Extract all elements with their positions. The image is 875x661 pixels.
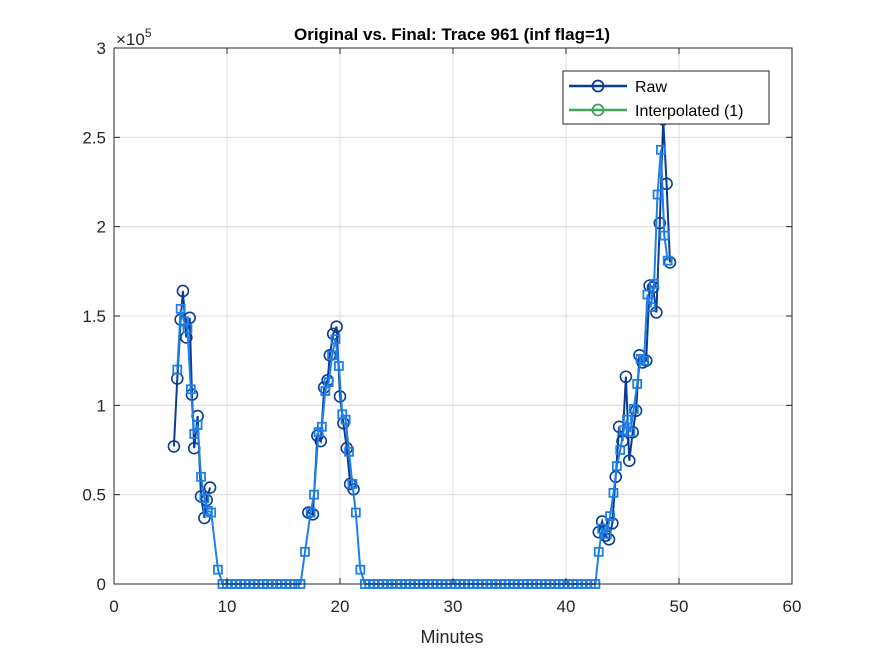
x-tick-label: 30 (444, 597, 463, 616)
axes: 0 10 20 30 40 50 60 0 0.5 1 1.5 2 2.5 3 (82, 39, 801, 616)
svg-text:×105: ×105 (116, 26, 152, 49)
final-point (642, 289, 653, 300)
legend-swatch-marker (591, 79, 605, 93)
final-point (344, 446, 354, 457)
raw-point (330, 320, 343, 334)
final-point (639, 355, 649, 366)
final-point (300, 546, 310, 557)
legend: Raw Interpolated (1) (562, 70, 770, 125)
y-tick-label: 1 (97, 396, 106, 415)
raw-point (167, 440, 181, 453)
x-tick-label: 0 (109, 597, 118, 616)
final-point (632, 378, 643, 389)
final-point (656, 144, 666, 155)
raw-point (602, 533, 616, 546)
final-point (659, 230, 670, 241)
raw-point (653, 216, 667, 230)
final-point (189, 429, 200, 439)
y-exponent-base: ×10 (116, 30, 145, 49)
y-tick-label: 0.5 (82, 486, 106, 505)
final-point (206, 507, 217, 518)
final-point (593, 546, 604, 557)
final-point (333, 361, 344, 371)
final-point (615, 445, 626, 455)
final-point (662, 255, 673, 266)
x-tick-label: 50 (670, 597, 689, 616)
final-point (611, 461, 622, 471)
final-point (185, 384, 196, 395)
final-point (182, 323, 193, 334)
chart-title: Original vs. Final: Trace 961 (inf flag=… (294, 25, 610, 44)
final-point (172, 364, 183, 375)
y-tick-label: 1.5 (82, 307, 106, 326)
x-axis-label: Minutes (420, 627, 483, 647)
final-point (327, 350, 337, 361)
final-point (320, 386, 331, 396)
raw-point (650, 306, 663, 319)
grid-lines (114, 48, 792, 584)
final-point (317, 421, 327, 432)
final-point (652, 189, 663, 200)
x-tick-label: 60 (783, 597, 802, 616)
final-point (347, 479, 358, 489)
final-point (601, 529, 612, 539)
final-point (625, 427, 636, 438)
y-tick-label: 2.5 (82, 128, 106, 147)
final-point (213, 564, 223, 575)
final-point (350, 507, 361, 518)
x-tick-label: 20 (331, 597, 350, 616)
final-point (355, 564, 366, 575)
raw-point (326, 327, 340, 341)
raw-point (606, 516, 619, 530)
final-point (608, 487, 619, 498)
legend-label: Raw (635, 79, 667, 96)
final-point (628, 404, 639, 414)
final-point (649, 278, 660, 289)
final-point (196, 471, 206, 482)
final-point (605, 511, 615, 522)
final-point (340, 414, 351, 425)
final-point (309, 489, 319, 500)
legend-label: Interpolated (1) (635, 103, 744, 120)
final-point (645, 302, 656, 312)
x-tick-label: 10 (218, 597, 237, 616)
y-tick-label: 3 (97, 39, 106, 58)
final-point (618, 425, 629, 436)
final-point (192, 420, 203, 430)
final-point (305, 507, 316, 518)
raw-point (176, 284, 190, 298)
raw-point (203, 481, 217, 494)
x-tick-label: 40 (557, 597, 576, 616)
final-point (622, 414, 632, 425)
legend-swatch-marker (591, 103, 605, 117)
raw-point (660, 177, 673, 191)
y-tick-label: 0 (97, 575, 106, 594)
final-point (175, 303, 186, 314)
final-point (323, 377, 334, 388)
y-exponent-power: 5 (145, 26, 152, 40)
raw-point (622, 454, 636, 468)
raw-point (619, 370, 633, 384)
final-point (330, 334, 341, 345)
final-point (199, 493, 210, 504)
y-axis-exponent: ×105 (116, 26, 152, 49)
y-tick-label: 2 (97, 218, 106, 237)
